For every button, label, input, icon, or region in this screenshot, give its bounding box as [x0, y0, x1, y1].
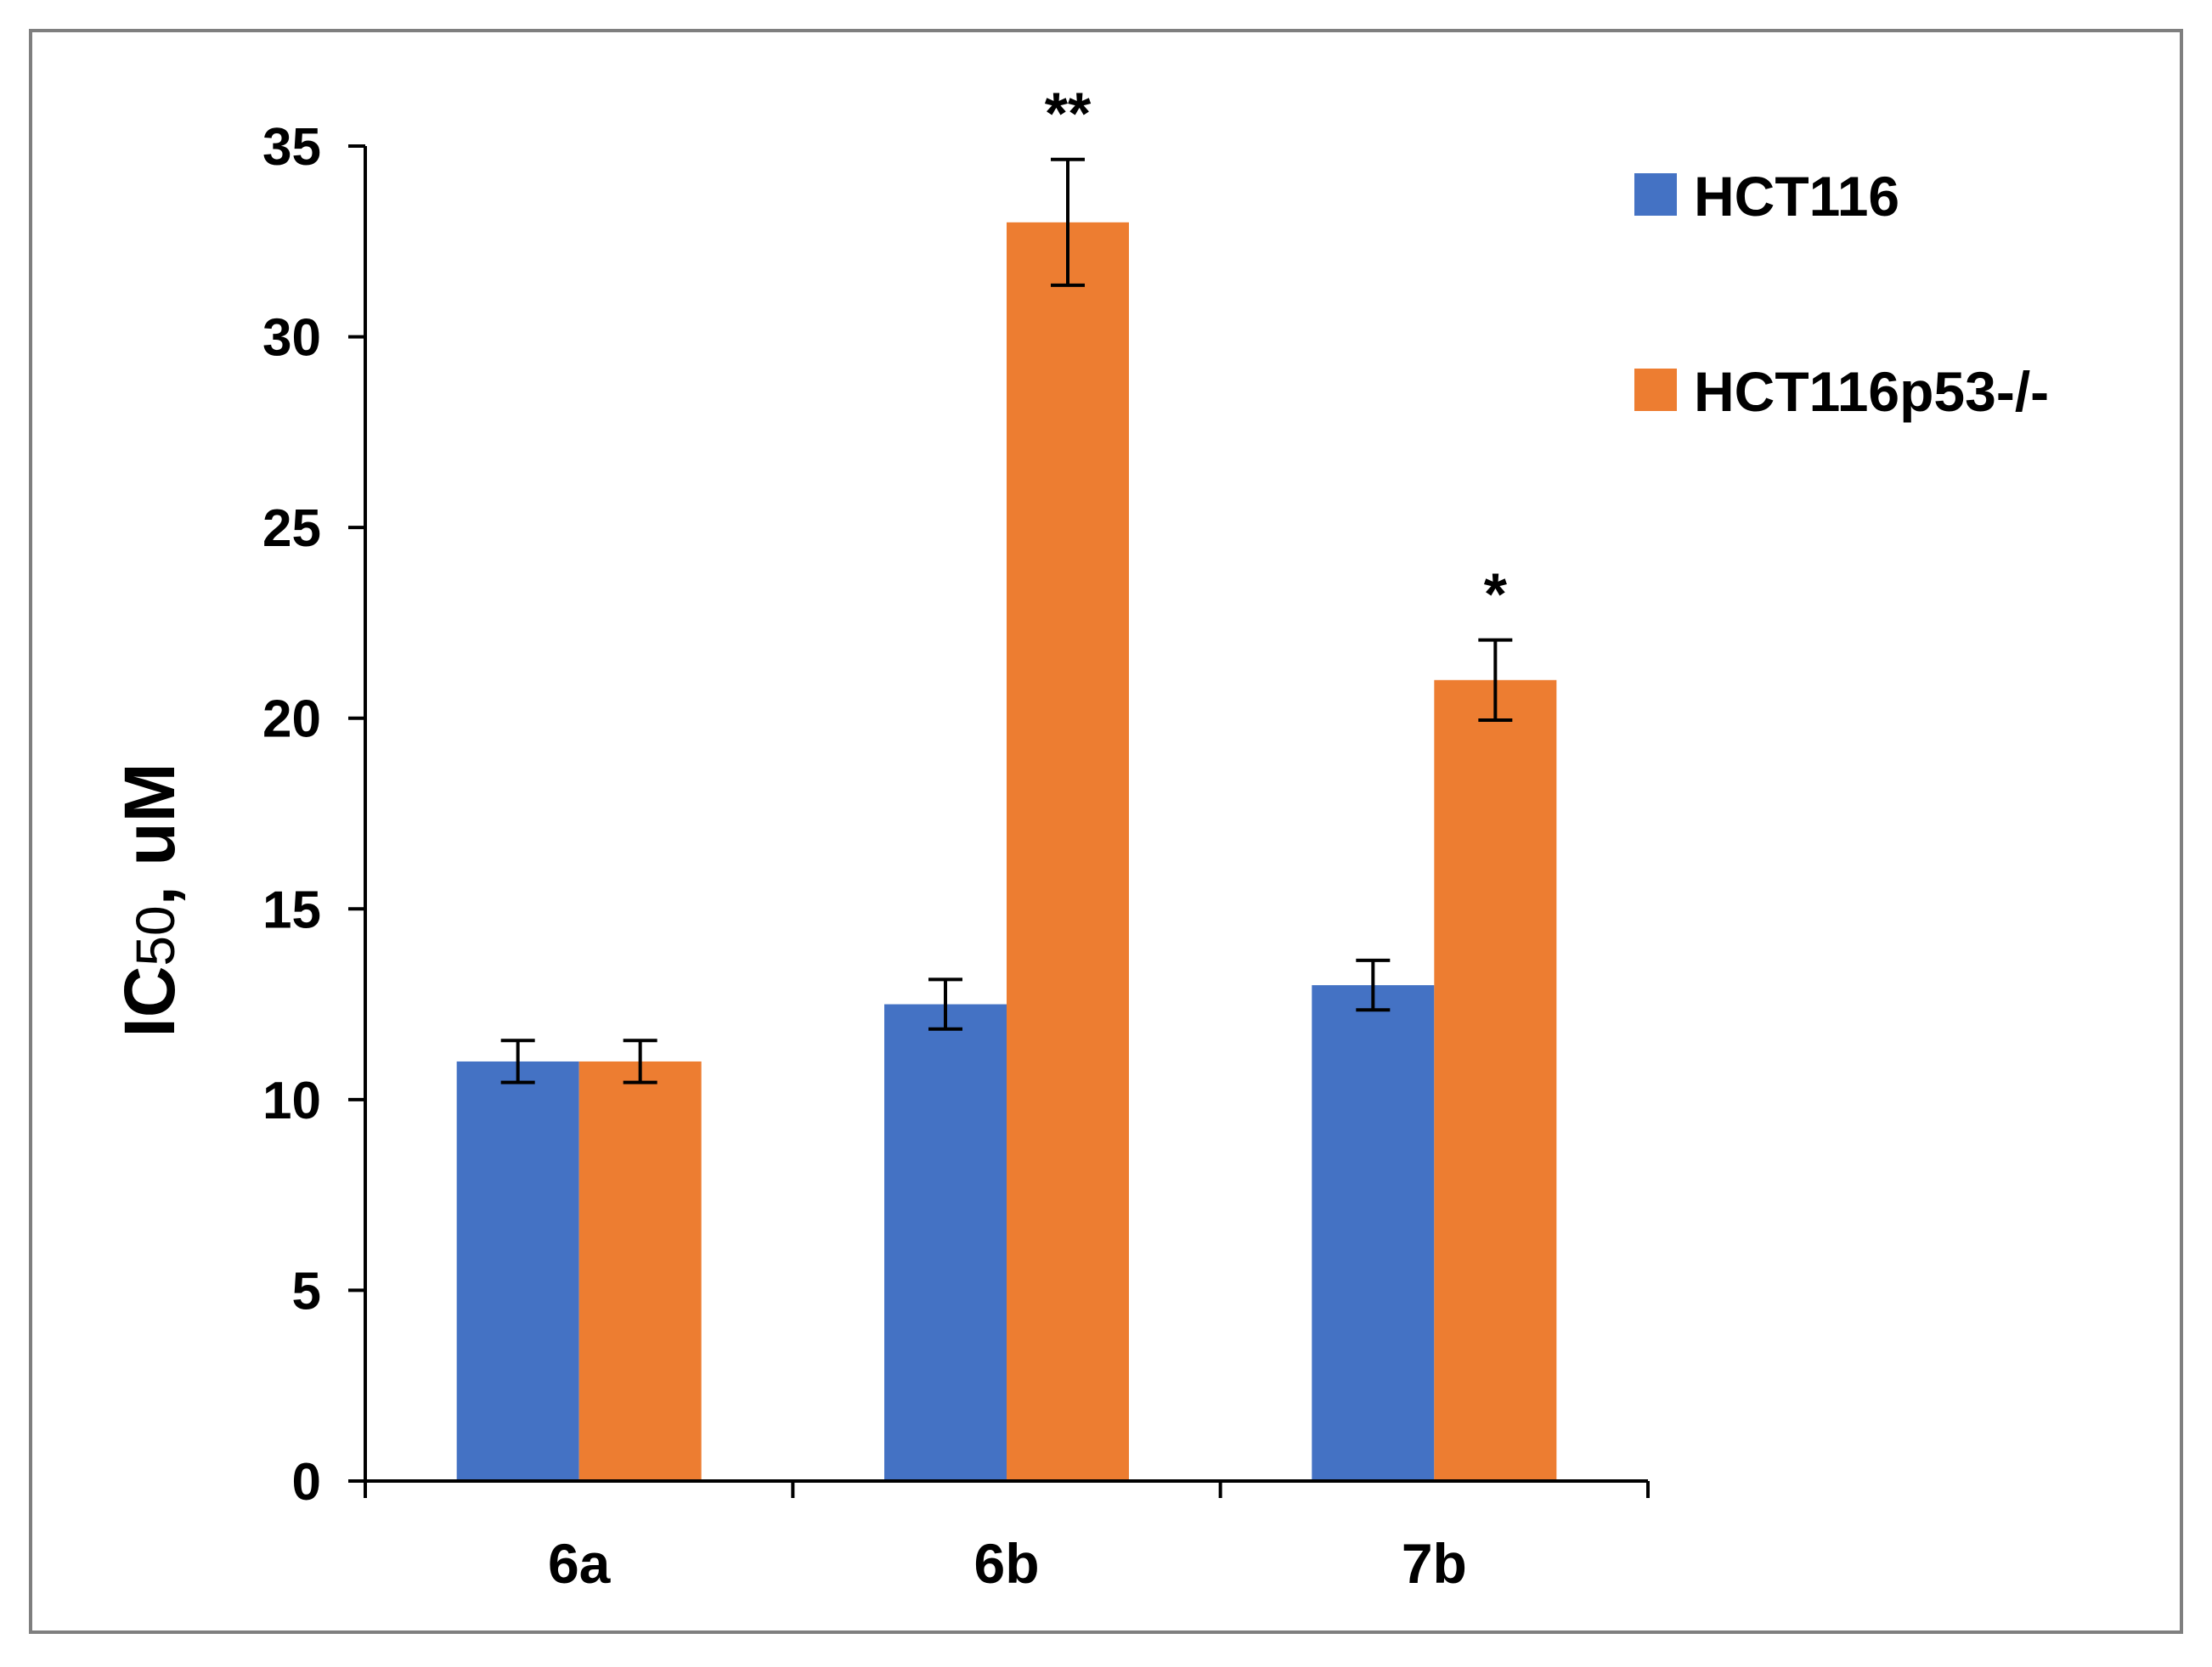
- y-tick-label: 35: [262, 118, 321, 177]
- y-tick-label: 30: [262, 309, 321, 368]
- error-bar-6a-series-2: [623, 1039, 657, 1084]
- x-category-label-6a: 6a: [548, 1532, 612, 1595]
- bar-6b-series-2: [1007, 222, 1129, 1481]
- x-category-label-6b: 6b: [973, 1532, 1039, 1595]
- y-tick-label: 20: [262, 690, 321, 749]
- legend-label-2: HCT116p53-/-: [1694, 360, 2049, 423]
- bar-7b-series-2: [1434, 679, 1557, 1481]
- bar-7b-series-1: [1312, 985, 1435, 1481]
- error-bar-6a-series-1: [500, 1039, 535, 1084]
- bars-layer: [456, 222, 1557, 1481]
- legend-swatch-1: [1634, 173, 1677, 216]
- y-tick-label: 5: [292, 1262, 321, 1321]
- error-bar-6b-series-1: [928, 977, 962, 1031]
- legend: HCT116 HCT116p53-/-: [1634, 165, 2049, 423]
- axes-layer: [348, 144, 1650, 1498]
- y-axis-title-subscript: 50: [125, 905, 186, 966]
- y-tick-label: 10: [262, 1072, 321, 1130]
- y-tick-label: 0: [292, 1453, 321, 1512]
- x-category-label-7b: 7b: [1402, 1532, 1467, 1595]
- y-tick-label: 25: [262, 499, 321, 558]
- bar-6a-series-2: [578, 1061, 702, 1481]
- legend-label-1: HCT116: [1694, 165, 1899, 228]
- y-axis-title: IC50, uM: [110, 763, 189, 1037]
- error-bar-7b-series-1: [1356, 958, 1391, 1012]
- legend-swatch-2: [1634, 369, 1677, 411]
- bar-6a-series-1: [456, 1061, 579, 1481]
- error-bar-6b-series-2: [1051, 157, 1085, 287]
- y-axis-title-suffix: , uM: [110, 763, 189, 905]
- bar-6b-series-1: [884, 1004, 1007, 1481]
- y-tick-label: 15: [262, 881, 321, 939]
- y-axis-title-main: IC: [110, 966, 189, 1038]
- error-bar-7b-series-2: [1478, 638, 1513, 722]
- significance-6b: **: [1045, 81, 1092, 147]
- error-bars-layer: [500, 157, 1513, 1084]
- significance-7b: *: [1484, 561, 1508, 628]
